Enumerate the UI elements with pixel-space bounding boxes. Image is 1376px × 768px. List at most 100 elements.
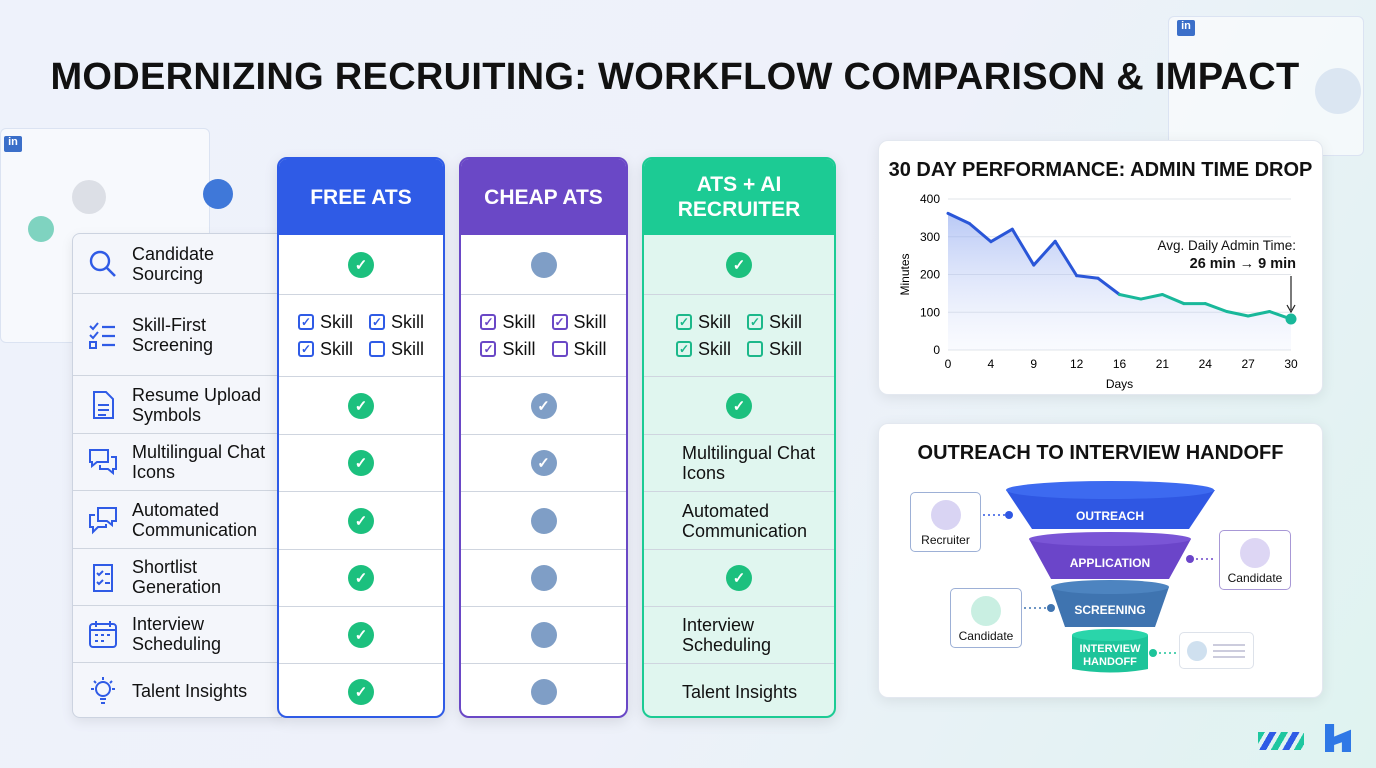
feature-row: Interview Scheduling [73,606,281,663]
lightbulb-icon [91,677,115,704]
cell: ✓ [644,235,834,295]
stage-label-line: INTERVIEW [1079,643,1141,655]
skill-checklist: ✓ Skill ✓ Skill ✓ Skill Skill [675,312,802,360]
clipboard-icon [93,564,113,592]
person-label: Recruiter [921,533,970,547]
skill-label: Skill [769,311,803,332]
feature-text: Multilingual Chat Icons [682,443,816,483]
stage-label: OUTREACH [1076,509,1144,523]
checked-box-icon: ✓ [747,314,763,330]
y-tick-label: 200 [920,268,940,282]
check-icon: ✓ [348,565,374,591]
column-header: FREE ATS [279,159,443,235]
feature-row: Skill-First Screening [73,294,281,376]
series-segment [1225,309,1250,318]
skill-label: Skill [697,338,731,359]
recruiter-avatar-icon [930,500,961,530]
column-header: CHEAP ATS [461,159,626,235]
checked-box-icon: ✓ [297,341,314,357]
brand-k-logo [1325,724,1351,752]
cell: ✓ Skill ✓ Skill ✓ Skill Skill [644,295,834,377]
cell: ✓ Skill ✓ Skill ✓ Skill Skill [461,295,626,377]
data-point [1285,313,1297,325]
stage-label: INTERVIEW HANDOFF [1060,643,1160,669]
cell: Interview Scheduling [644,607,834,664]
cell: ✓ [279,435,443,492]
skill-checkbox: Skill [747,339,802,360]
team-node-icon [28,216,54,242]
unavailable-dot-icon [530,565,557,591]
series-segment [1010,227,1036,267]
skill-label: Skill [573,311,607,332]
empty-box-icon [747,341,763,357]
checked-box-icon: ✓ [480,314,497,330]
check-icon: ✓ [348,251,374,278]
check-icon: ✓ [348,679,374,705]
cell: ✓ [279,607,443,664]
feature-text: Interview Scheduling [682,615,772,655]
skill-label: Skill [391,338,425,359]
check-icon: ✓ [726,392,752,419]
cell: ✓ [279,377,443,435]
feature-labels-column: Candidate Sourcing Skill-First Screening R… [72,233,282,718]
linkedin-icon: in [1177,20,1195,36]
cell [461,235,626,295]
stage-label: SCREENING [1074,603,1146,617]
stage-label-line: HANDOFF [1083,656,1137,668]
performance-chart-card: 30 DAY PERFORMANCE: ADMIN TIME DROP 0 100… [878,140,1323,395]
calendar-icon [89,621,117,648]
user-node-icon [203,179,233,209]
x-tick-label: 27 [1241,357,1255,371]
annotation-line2: 26 min → 9 min [1189,256,1296,272]
x-axis-label: Days [1106,377,1133,391]
recruiter-card: Recruiter [910,492,981,552]
person-label: Candidate [1227,571,1283,585]
feature-text: Talent Insights [682,682,798,702]
cell: ✓ [279,492,443,550]
funnel-diagram [983,481,1216,673]
skill-checkbox: ✓ Skill [297,312,353,333]
skill-checkbox: ✓ Skill [480,338,536,360]
page-title: MODERNIZING RECRUITING: WORKFLOW COMPARI… [50,56,1300,98]
feature-row: Multilingual Chat Icons [73,434,281,491]
cell: ✓ [279,235,443,295]
cell [461,550,626,607]
check-icon: ✓ [348,392,374,419]
skill-checkbox: ✓ Skill [297,339,353,360]
skill-checkbox: ✓ Skill [675,338,731,360]
feature-label: Resume Upload Symbols [132,384,262,425]
y-tick-label: 400 [920,192,940,206]
avatar-icon [1187,641,1207,661]
skill-checkbox: ✓ Skill [369,312,424,333]
skill-checkbox: ✓ Skill [747,312,802,333]
check-icon: ✓ [726,251,752,278]
x-tick-label: 4 [988,357,995,371]
feature-label: Skill-First Screening [132,314,214,355]
text-lines [1213,644,1245,646]
cell: ✓ [644,377,834,435]
skill-checkbox: ✓ Skill [675,312,731,333]
skill-label: Skill [502,338,536,359]
feature-label: Candidate Sourcing [132,243,215,284]
series-segment [1053,239,1079,278]
x-tick-label: 30 [1284,357,1298,371]
skill-label: Skill [502,311,536,332]
checked-box-icon: ✓ [369,314,385,330]
cell [461,664,626,716]
avatar-icon [1315,68,1361,114]
candidate-card: Candidate [950,588,1022,648]
checked-box-icon: ✓ [675,341,692,357]
brand-stripes-logo [1258,732,1304,750]
unavailable-dot-icon [530,507,557,534]
series-segment [1203,302,1229,313]
annotation-label: Avg. Daily Admin Time: 26 min → 9 min [1157,236,1296,274]
check-icon: ✓ [348,450,374,476]
x-tick-label: 9 [1030,357,1037,371]
feature-label: Automated Communication [132,499,258,540]
empty-box-icon [551,341,568,357]
y-tick-label: 0 [933,343,940,357]
feature-label: Multilingual Chat Icons [132,442,266,482]
message-icon [89,506,117,534]
skill-label: Skill [573,338,607,359]
cell: ✓ [279,664,443,716]
